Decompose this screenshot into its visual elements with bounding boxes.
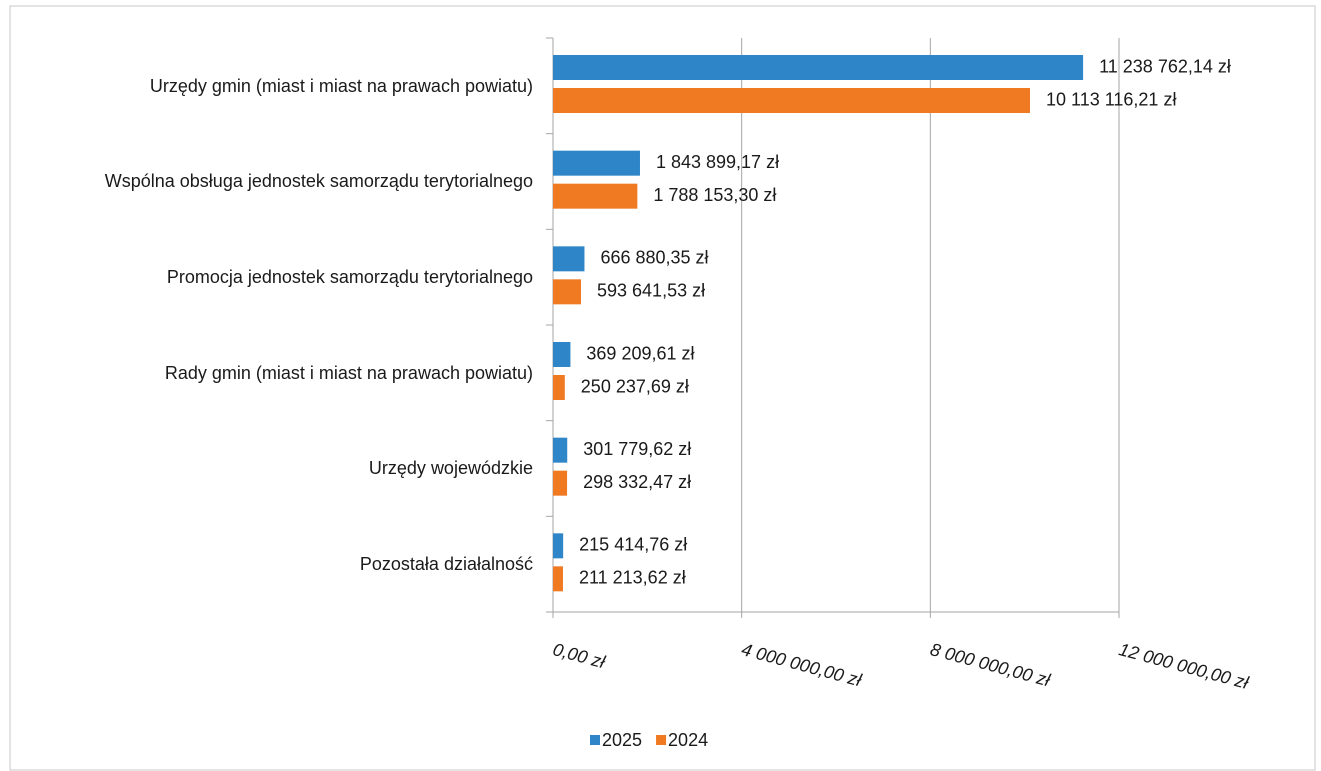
x-tick-label: 0,00 zł bbox=[551, 639, 608, 672]
x-tick-label: 4 000 000,00 zł bbox=[739, 639, 864, 690]
legend-label: 2025 bbox=[602, 730, 642, 750]
category-label: Promocja jednostek samorządu terytorialn… bbox=[13, 229, 533, 325]
value-label: 298 332,47 zł bbox=[583, 472, 691, 492]
bar bbox=[553, 470, 568, 496]
legend-swatch bbox=[590, 735, 600, 745]
x-tick-label: 8 000 000,00 zł bbox=[928, 639, 1053, 690]
bar bbox=[553, 183, 638, 209]
category-label: Pozostała działalność bbox=[13, 516, 533, 612]
legend-label: 2024 bbox=[668, 730, 708, 750]
category-label: Wspólna obsługa jednostek samorządu tery… bbox=[13, 134, 533, 230]
chart-border bbox=[9, 5, 1316, 771]
value-label: 10 113 116,21 zł bbox=[1046, 89, 1176, 109]
legend-swatch bbox=[656, 735, 667, 745]
bar bbox=[553, 150, 640, 176]
value-label: 1 843 899,17 zł bbox=[656, 152, 779, 172]
value-label: 666 880,35 zł bbox=[600, 248, 708, 268]
category-text: Rady gmin (miast i miast na prawach powi… bbox=[164, 362, 533, 383]
category-text: Urzędy gmin (miast i miast na prawach po… bbox=[149, 75, 533, 96]
bar bbox=[553, 55, 1084, 80]
category-label: Urzędy gmin (miast i miast na prawach po… bbox=[13, 38, 533, 134]
value-label: 593 641,53 zł bbox=[597, 281, 705, 301]
category-text: Urzędy wojewódzkie bbox=[368, 458, 533, 479]
category-label: Urzędy wojewódzkie bbox=[13, 421, 533, 517]
bar bbox=[553, 566, 563, 592]
bar bbox=[553, 246, 585, 272]
x-tick-label: 12 000 000,00 zł bbox=[1117, 639, 1252, 693]
bar bbox=[553, 533, 564, 559]
value-label: 11 238 762,14 zł bbox=[1099, 56, 1231, 76]
value-label: 250 237,69 zł bbox=[581, 376, 689, 396]
bar bbox=[553, 88, 1031, 113]
value-label: 369 209,61 zł bbox=[586, 343, 694, 363]
value-label: 301 779,62 zł bbox=[583, 439, 691, 459]
bar bbox=[553, 342, 571, 367]
value-label: 215 414,76 zł bbox=[579, 535, 687, 555]
value-label: 1 788 153,30 zł bbox=[653, 185, 776, 205]
value-label: 211 213,62 zł bbox=[579, 568, 686, 588]
bar bbox=[553, 279, 582, 305]
category-text: Wspólna obsługa jednostek samorządu tery… bbox=[104, 171, 533, 192]
category-label: Rady gmin (miast i miast na prawach powi… bbox=[13, 325, 533, 421]
category-text: Promocja jednostek samorządu terytorialn… bbox=[166, 267, 533, 288]
bar bbox=[553, 375, 565, 400]
category-text: Pozostała działalność bbox=[359, 554, 533, 575]
bar bbox=[553, 437, 568, 463]
